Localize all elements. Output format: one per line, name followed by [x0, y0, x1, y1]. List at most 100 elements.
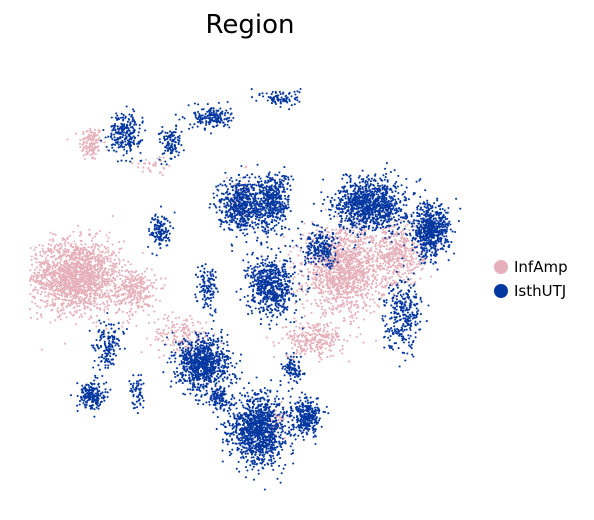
- point-isthutj: [166, 141, 169, 144]
- point-infamp: [304, 331, 307, 334]
- point-infamp: [105, 284, 109, 287]
- point-isthutj: [113, 122, 117, 126]
- point-infamp: [74, 245, 77, 248]
- point-infamp: [306, 268, 309, 271]
- point-infamp: [45, 268, 48, 271]
- point-infamp: [80, 243, 83, 246]
- point-infamp: [83, 307, 86, 310]
- point-infamp: [175, 330, 178, 333]
- point-isthutj: [178, 139, 181, 142]
- point-infamp: [357, 259, 360, 262]
- point-infamp: [95, 321, 98, 324]
- point-isthutj: [262, 95, 265, 98]
- point-infamp: [383, 267, 386, 270]
- point-infamp: [29, 246, 32, 250]
- point-infamp: [89, 279, 92, 283]
- point-infamp: [335, 245, 338, 249]
- point-infamp: [404, 225, 407, 228]
- point-infamp: [320, 302, 323, 305]
- point-infamp: [184, 345, 187, 349]
- point-infamp: [313, 350, 316, 353]
- point-infamp: [349, 320, 352, 323]
- point-infamp: [402, 260, 405, 263]
- point-isthutj: [121, 140, 124, 143]
- point-infamp: [52, 250, 55, 253]
- point-infamp: [352, 319, 355, 323]
- point-infamp: [95, 283, 98, 286]
- point-infamp: [399, 262, 402, 265]
- point-infamp: [380, 280, 384, 283]
- point-infamp: [372, 241, 375, 244]
- point-isthutj: [165, 135, 168, 138]
- point-infamp: [346, 296, 349, 299]
- point-infamp: [97, 282, 101, 286]
- point-infamp: [67, 286, 70, 289]
- point-infamp: [32, 279, 35, 282]
- point-infamp: [53, 254, 56, 257]
- point-infamp: [110, 254, 113, 257]
- point-infamp: [69, 270, 72, 273]
- point-infamp: [357, 294, 360, 297]
- point-infamp: [384, 275, 387, 278]
- point-infamp: [348, 301, 351, 304]
- point-infamp: [331, 281, 334, 284]
- point-infamp: [58, 289, 61, 292]
- point-infamp: [98, 296, 101, 299]
- point-isthutj: [123, 124, 126, 128]
- point-infamp: [315, 279, 318, 282]
- point-infamp: [101, 271, 104, 274]
- point-infamp: [183, 332, 186, 335]
- point-infamp: [44, 295, 47, 298]
- point-isthutj: [114, 139, 117, 142]
- point-infamp: [54, 293, 57, 297]
- point-infamp: [89, 309, 92, 312]
- point-infamp: [315, 271, 318, 274]
- point-infamp: [104, 291, 107, 294]
- point-infamp: [277, 419, 280, 422]
- point-infamp: [359, 333, 362, 336]
- point-infamp: [304, 293, 307, 296]
- point-infamp: [89, 149, 92, 152]
- point-infamp: [47, 243, 50, 246]
- point-infamp: [84, 288, 87, 292]
- point-infamp: [77, 278, 80, 281]
- point-infamp: [160, 277, 163, 280]
- point-infamp: [297, 254, 300, 257]
- point-isthutj: [219, 112, 222, 115]
- point-infamp: [112, 250, 115, 253]
- point-infamp: [59, 267, 62, 270]
- point-infamp: [144, 162, 147, 165]
- point-isthutj: [202, 117, 206, 120]
- point-infamp: [82, 262, 85, 265]
- point-infamp: [71, 289, 74, 292]
- point-infamp: [367, 292, 370, 295]
- point-infamp: [324, 273, 327, 276]
- point-infamp: [103, 293, 106, 296]
- point-infamp: [392, 279, 395, 282]
- point-infamp: [51, 298, 54, 301]
- point-infamp: [119, 277, 122, 281]
- point-infamp: [39, 254, 42, 257]
- point-infamp: [82, 276, 85, 279]
- point-infamp: [77, 257, 80, 260]
- point-infamp: [162, 354, 165, 357]
- point-infamp: [95, 306, 98, 309]
- point-infamp: [377, 292, 380, 295]
- point-infamp: [303, 343, 306, 346]
- point-infamp: [106, 246, 109, 249]
- point-infamp: [136, 291, 139, 294]
- point-infamp: [350, 305, 353, 308]
- point-infamp: [335, 232, 338, 235]
- point-infamp: [406, 280, 409, 283]
- point-infamp: [176, 348, 179, 351]
- point-infamp: [87, 271, 90, 274]
- point-infamp: [45, 304, 48, 307]
- point-infamp: [386, 271, 389, 275]
- point-infamp: [357, 310, 360, 313]
- point-infamp: [66, 253, 69, 257]
- point-infamp: [103, 308, 106, 311]
- point-infamp: [394, 247, 398, 250]
- point-isthutj: [243, 234, 247, 237]
- point-infamp: [313, 271, 317, 274]
- point-infamp: [119, 288, 122, 291]
